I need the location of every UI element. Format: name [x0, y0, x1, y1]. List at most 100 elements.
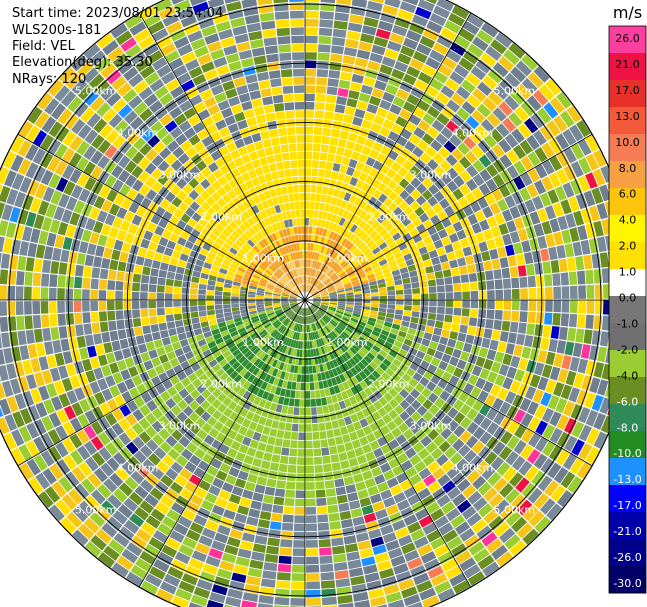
- velocity-cell: [351, 279, 360, 285]
- velocity-cell: [371, 466, 383, 477]
- velocity-cell: [382, 532, 397, 544]
- velocity-cell: [466, 408, 479, 421]
- velocity-cell: [306, 284, 309, 292]
- velocity-cell: [455, 458, 469, 472]
- velocity-cell: [318, 27, 333, 37]
- velocity-cell: [569, 124, 584, 142]
- velocity-cell: [309, 374, 314, 382]
- velocity-cell: [305, 357, 309, 366]
- velocity-cell: [350, 508, 363, 518]
- velocity-cell: [79, 398, 91, 413]
- velocity-cell: [404, 171, 415, 183]
- velocity-cell: [133, 396, 146, 408]
- velocity-cell: [388, 332, 398, 340]
- velocity-cell: [456, 359, 467, 370]
- velocity-cell: [309, 286, 315, 294]
- velocity-cell: [329, 445, 338, 455]
- velocity-cell: [61, 494, 78, 511]
- velocity-cell: [239, 306, 248, 311]
- velocity-cell: [185, 383, 196, 394]
- velocity-cell: [206, 394, 217, 405]
- velocity-cell: [409, 423, 421, 435]
- velocity-cell: [298, 324, 302, 332]
- velocity-cell: [467, 374, 479, 386]
- velocity-cell: [93, 367, 104, 380]
- velocity-cell: [562, 182, 575, 198]
- velocity-cell: [333, 562, 348, 572]
- velocity-cell: [307, 307, 311, 315]
- velocity-cell: [345, 202, 354, 212]
- velocity-cell: [288, 373, 294, 382]
- velocity-cell: [40, 450, 55, 467]
- velocity-cell: [314, 312, 321, 320]
- velocity-cell: [486, 421, 499, 436]
- velocity-cell: [409, 165, 421, 177]
- velocity-cell: [493, 85, 509, 100]
- velocity-cell: [386, 477, 399, 489]
- velocity-cell: [356, 410, 365, 421]
- velocity-cell: [556, 340, 567, 354]
- velocity-cell: [307, 276, 310, 284]
- velocity-cell: [305, 366, 309, 374]
- velocity-cell: [324, 335, 330, 344]
- velocity-cell: [94, 391, 106, 405]
- velocity-cell: [481, 531, 498, 547]
- velocity-cell: [490, 226, 501, 238]
- velocity-cell: [348, 194, 357, 204]
- velocity-cell: [249, 403, 258, 413]
- velocity-cell: [451, 543, 468, 558]
- velocity-cell: [270, 385, 277, 394]
- velocity-cell: [174, 381, 185, 393]
- velocity-cell: [601, 268, 611, 284]
- velocity-cell: [357, 540, 372, 551]
- velocity-cell: [417, 0, 435, 12]
- velocity-cell: [305, 110, 315, 118]
- velocity-cell: [395, 353, 405, 363]
- velocity-cell: [90, 421, 104, 435]
- velocity-cell: [278, 421, 286, 431]
- velocity-cell: [323, 315, 331, 322]
- velocity-cell: [454, 300, 462, 308]
- velocity-cell: [444, 20, 461, 34]
- velocity-cell: [201, 422, 213, 434]
- velocity-cell: [65, 363, 77, 377]
- velocity-cell: [301, 324, 304, 333]
- velocity-cell: [311, 305, 318, 311]
- velocity-cell: [271, 513, 283, 522]
- velocity-cell: [118, 482, 134, 497]
- velocity-cell: [394, 60, 409, 73]
- velocity-cell: [345, 287, 353, 292]
- velocity-cell: [379, 126, 391, 138]
- velocity-cell: [254, 322, 262, 329]
- velocity-cell: [431, 256, 441, 266]
- velocity-cell: [513, 409, 526, 423]
- velocity-cell: [478, 347, 489, 358]
- velocity-cell: [296, 349, 300, 357]
- velocity-cell: [188, 474, 202, 486]
- velocity-cell: [465, 255, 475, 265]
- velocity-cell: [444, 382, 455, 394]
- velocity-cell: [136, 464, 150, 478]
- velocity-cell: [521, 77, 538, 94]
- velocity-cell: [340, 275, 349, 281]
- velocity-cell: [292, 322, 297, 331]
- velocity-cell: [344, 106, 356, 116]
- velocity-cell: [427, 364, 438, 374]
- colorbar-tick-label: 13.0: [615, 110, 640, 123]
- velocity-cell: [112, 372, 124, 384]
- velocity-cell: [499, 331, 509, 343]
- velocity-cell: [374, 250, 384, 259]
- velocity-cell: [437, 228, 448, 239]
- velocity-cell: [184, 366, 194, 377]
- velocity-cell: [305, 324, 307, 333]
- velocity-cell: [3, 432, 18, 451]
- velocity-cell: [378, 386, 388, 396]
- velocity-cell: [472, 36, 489, 52]
- velocity-cell: [368, 393, 378, 404]
- velocity-cell: [399, 388, 410, 399]
- velocity-cell: [180, 377, 191, 388]
- velocity-cell: [311, 260, 316, 268]
- velocity-cell: [129, 513, 145, 528]
- velocity-cell: [273, 496, 285, 506]
- velocity-cell: [296, 465, 305, 474]
